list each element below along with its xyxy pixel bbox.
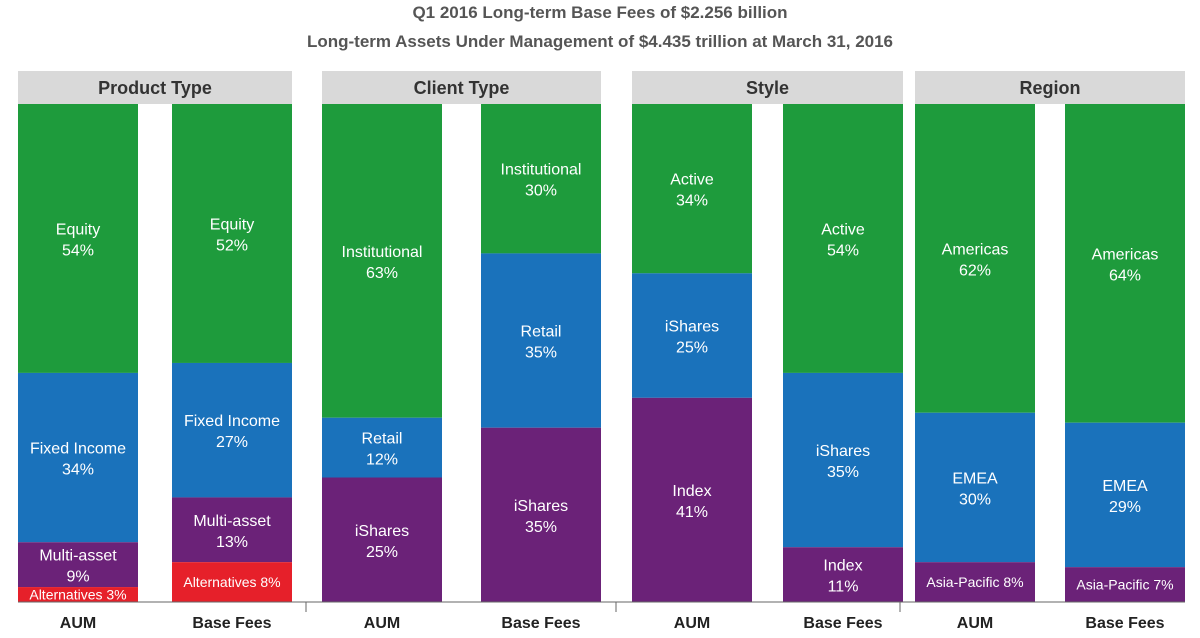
- data-label-region-base-fees-americas: 64%: [1109, 267, 1141, 284]
- segment-name-style-base-fees-index: Index: [823, 558, 862, 575]
- segment-name-region-aum-americas: Americas: [942, 241, 1009, 258]
- bar-segment-client-type-base-fees-retail: [481, 253, 601, 428]
- segment-name-region-base-fees-americas: Americas: [1092, 246, 1159, 263]
- bar-segment-region-base-fees-americas: [1065, 104, 1185, 423]
- bar-segment-region-base-fees-asia-pacific: [1065, 567, 1185, 602]
- bar-segment-client-type-aum-retail: [322, 417, 442, 478]
- panel-header-region: [915, 71, 1185, 104]
- panel-header-client-type: [322, 71, 601, 104]
- bar-segment-product-type-base-fees-fixed-income: [172, 362, 292, 498]
- data-label-client-type-aum-ishares: 25%: [366, 544, 398, 561]
- segment-name-product-type-aum-multi-asset: Multi-asset: [39, 548, 117, 565]
- x-tick-label-product-type-base-fees: Base Fees: [192, 615, 271, 632]
- panels-group: Product Type Equity 54% Fixed Income 34% Mult…: [18, 71, 1185, 632]
- bar-segment-client-type-aum-institutional: [322, 104, 442, 418]
- data-label-client-type-base-fees-ishares: 35%: [525, 519, 557, 536]
- data-label-product-type-aum-fixed-income: 34%: [62, 462, 94, 479]
- bar-segment-client-type-base-fees-ishares: [481, 427, 601, 602]
- segment-name-product-type-base-fees-fixed-income: Fixed Income: [184, 413, 280, 430]
- bar-segment-product-type-base-fees-equity: [172, 104, 292, 363]
- data-label-client-type-aum-institutional: 63%: [366, 265, 398, 282]
- bar-segment-client-type-base-fees-institutional: [481, 104, 601, 254]
- segment-name-product-type-base-fees-multi-asset: Multi-asset: [193, 513, 271, 530]
- data-label-region-aum-americas: 62%: [959, 262, 991, 279]
- panel-title-client-type: Client Type: [414, 78, 510, 98]
- panel-title-region: Region: [1020, 78, 1081, 98]
- data-label-style-base-fees-active: 54%: [827, 242, 859, 259]
- chart-subtitle: Long-term Assets Under Management of $4.…: [307, 32, 893, 51]
- panel-header-style: [632, 71, 903, 104]
- chart-title: Q1 2016 Long-term Base Fees of $2.256 bi…: [412, 3, 787, 22]
- segment-name-style-aum-index: Index: [672, 483, 711, 500]
- data-label-region-base-fees-asia-pacific: Asia-Pacific 7%: [1076, 577, 1173, 593]
- segment-name-client-type-base-fees-retail: Retail: [521, 324, 562, 341]
- segment-name-client-type-aum-retail: Retail: [362, 431, 403, 448]
- segment-name-product-type-aum-fixed-income: Fixed Income: [30, 441, 126, 458]
- bar-segment-product-type-aum-alternatives: [18, 587, 138, 602]
- bar-segment-style-aum-index: [632, 397, 752, 602]
- data-label-style-aum-active: 34%: [676, 193, 708, 210]
- panel-header-product-type: [18, 71, 292, 104]
- segment-name-region-aum-emea: EMEA: [952, 470, 998, 487]
- segment-name-region-base-fees-emea: EMEA: [1102, 478, 1148, 495]
- bar-segment-style-base-fees-active: [783, 104, 903, 373]
- data-label-product-type-base-fees-alternatives: Alternatives 8%: [183, 574, 280, 590]
- segment-name-style-aum-active: Active: [670, 172, 714, 189]
- data-label-style-base-fees-ishares: 35%: [827, 464, 859, 481]
- segment-name-style-aum-ishares: iShares: [665, 319, 719, 336]
- segment-name-product-type-aum-equity: Equity: [56, 221, 100, 238]
- segment-name-client-type-base-fees-ishares: iShares: [514, 498, 568, 515]
- bar-segment-product-type-base-fees-alternatives: [172, 562, 292, 602]
- data-label-style-aum-ishares: 25%: [676, 340, 708, 357]
- bar-segment-client-type-aum-ishares: [322, 477, 442, 602]
- data-label-region-base-fees-emea: 29%: [1109, 499, 1141, 516]
- segment-name-client-type-aum-ishares: iShares: [355, 523, 409, 540]
- bar-segment-style-base-fees-ishares: [783, 372, 903, 548]
- x-tick-label-client-type-base-fees: Base Fees: [501, 615, 580, 632]
- segment-name-client-type-aum-institutional: Institutional: [342, 244, 423, 261]
- bar-segment-region-base-fees-emea: [1065, 422, 1185, 568]
- data-label-client-type-base-fees-retail: 35%: [525, 345, 557, 362]
- bar-segment-region-aum-americas: [915, 104, 1035, 413]
- bar-segment-product-type-base-fees-multi-asset: [172, 497, 292, 563]
- segment-name-product-type-base-fees-equity: Equity: [210, 216, 254, 233]
- data-label-product-type-base-fees-fixed-income: 27%: [216, 434, 248, 451]
- data-label-product-type-base-fees-multi-asset: 13%: [216, 534, 248, 551]
- data-label-product-type-aum-equity: 54%: [62, 242, 94, 259]
- data-label-region-aum-asia-pacific: Asia-Pacific 8%: [926, 574, 1023, 590]
- bar-segment-product-type-aum-fixed-income: [18, 372, 138, 543]
- segment-name-style-base-fees-ishares: iShares: [816, 443, 870, 460]
- data-label-product-type-base-fees-equity: 52%: [216, 237, 248, 254]
- bar-segment-product-type-aum-multi-asset: [18, 542, 138, 588]
- x-tick-label-client-type-aum: AUM: [364, 615, 400, 632]
- bar-segment-style-aum-ishares: [632, 273, 752, 398]
- data-label-client-type-base-fees-institutional: 30%: [525, 183, 557, 200]
- x-tick-label-region-base-fees: Base Fees: [1085, 615, 1164, 632]
- bar-segment-product-type-aum-equity: [18, 104, 138, 373]
- bar-segment-style-aum-active: [632, 104, 752, 274]
- x-tick-label-product-type-aum: AUM: [60, 615, 96, 632]
- bar-segment-style-base-fees-index: [783, 547, 903, 602]
- data-label-product-type-aum-alternatives: Alternatives 3%: [29, 587, 126, 603]
- data-label-style-base-fees-index: 11%: [828, 579, 859, 596]
- x-tick-label-style-base-fees: Base Fees: [803, 615, 882, 632]
- segment-name-style-base-fees-active: Active: [821, 221, 865, 238]
- data-label-client-type-aum-retail: 12%: [366, 452, 398, 469]
- x-tick-label-style-aum: AUM: [674, 615, 710, 632]
- data-label-product-type-aum-multi-asset: 9%: [66, 569, 89, 586]
- panel-title-style: Style: [746, 78, 789, 98]
- data-label-style-aum-index: 41%: [676, 504, 708, 521]
- panel-title-product-type: Product Type: [98, 78, 212, 98]
- x-tick-label-region-aum: AUM: [957, 615, 993, 632]
- data-label-region-aum-emea: 30%: [959, 491, 991, 508]
- segment-name-client-type-base-fees-institutional: Institutional: [501, 162, 582, 179]
- bar-segment-region-aum-asia-pacific: [915, 562, 1035, 602]
- bar-segment-region-aum-emea: [915, 412, 1035, 563]
